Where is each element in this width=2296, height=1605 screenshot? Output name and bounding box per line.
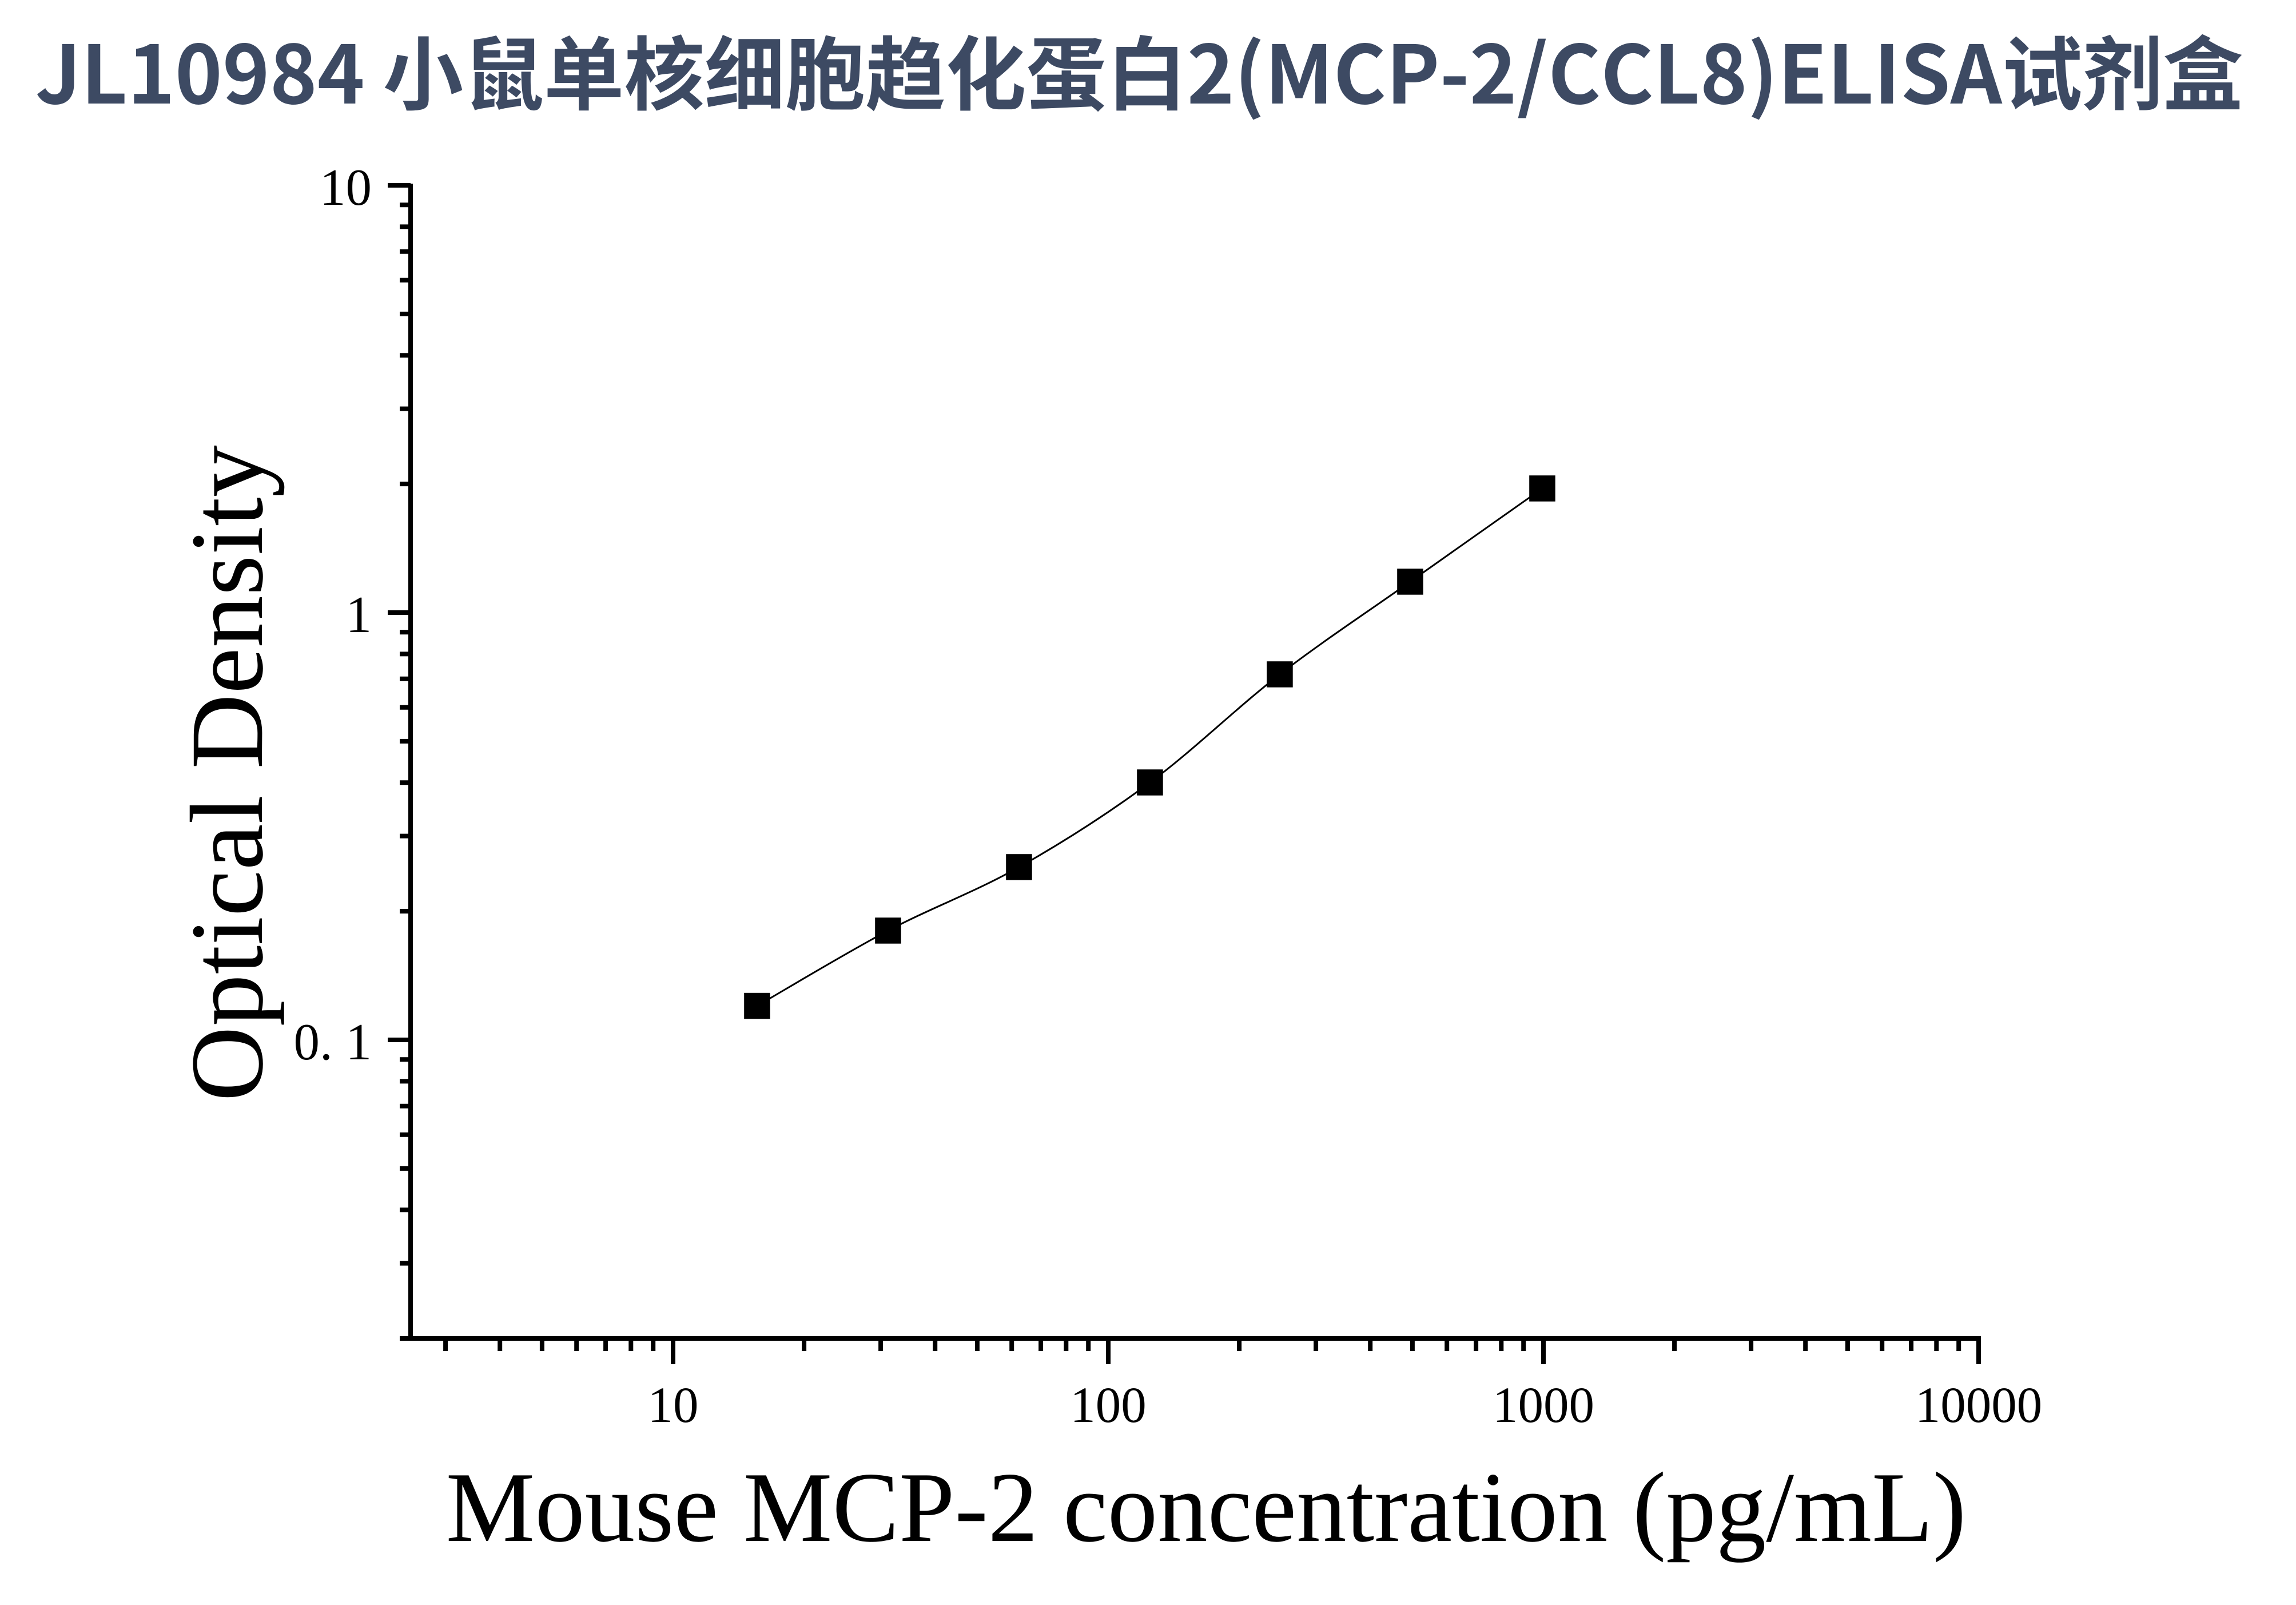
svg-text:10: 10	[320, 158, 372, 216]
svg-text:Mouse MCP-2 concentration (pg/: Mouse MCP-2 concentration (pg/mL)	[446, 1452, 1967, 1563]
svg-text:Optical Density: Optical Density	[170, 445, 285, 1101]
svg-text:0. 1: 0. 1	[294, 1013, 372, 1071]
svg-text:10000: 10000	[1915, 1377, 2043, 1433]
svg-text:1000: 1000	[1493, 1377, 1594, 1433]
svg-text:100: 100	[1070, 1377, 1147, 1433]
svg-text:1: 1	[346, 586, 372, 643]
svg-text:10: 10	[648, 1377, 699, 1433]
